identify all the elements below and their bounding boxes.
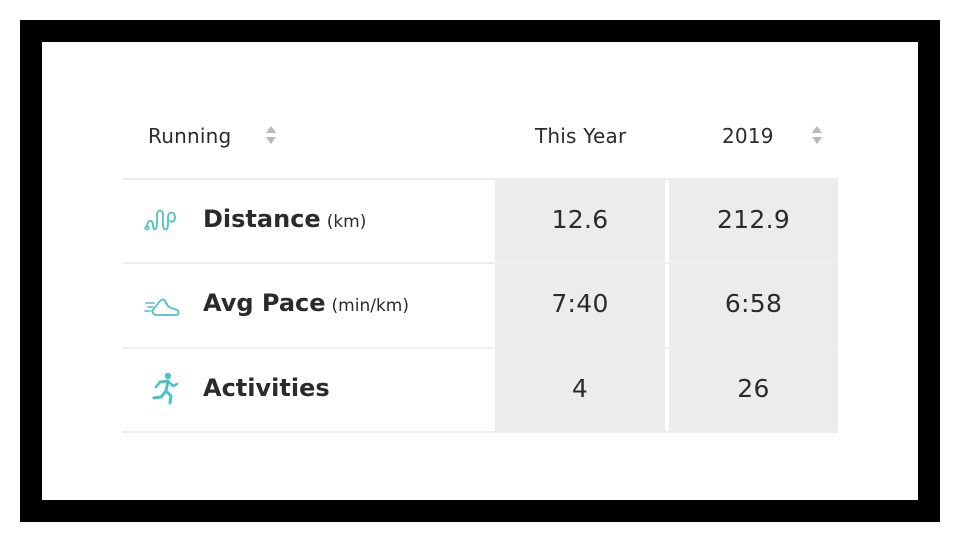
metric-name: Avg Pace (203, 289, 326, 317)
row-divider (122, 262, 838, 264)
runner-icon (152, 372, 179, 405)
metric-label-distance: Distance (km) (203, 205, 366, 233)
sort-icon-2019[interactable] (811, 124, 823, 146)
2019-column-bg (669, 180, 838, 432)
metric-unit: (km) (326, 212, 367, 232)
row-divider (122, 347, 838, 349)
route-icon (144, 209, 176, 231)
row-divider (122, 178, 838, 180)
metric-label-avg-pace: Avg Pace (min/km) (203, 289, 409, 317)
metric-label-activities: Activities (203, 374, 336, 402)
metric-name: Activities (203, 374, 330, 402)
value-this-year: 12.6 (551, 205, 609, 234)
metric-unit: (min/km) (331, 296, 410, 316)
this-year-column-bg (495, 180, 665, 432)
value-2019: 212.9 (716, 205, 791, 234)
value-2019: 6:58 (724, 289, 783, 318)
value-2019: 26 (737, 374, 770, 403)
sort-icon[interactable] (265, 124, 277, 146)
category-header-label: Running (148, 124, 232, 148)
column-header-2019: 2019 (722, 124, 774, 148)
value-this-year: 7:40 (551, 289, 609, 318)
value-this-year: 4 (571, 374, 589, 403)
running-shoe-icon (144, 298, 180, 316)
metric-name: Distance (203, 205, 321, 233)
row-divider (122, 431, 838, 433)
column-header-this-year: This Year (535, 124, 627, 148)
